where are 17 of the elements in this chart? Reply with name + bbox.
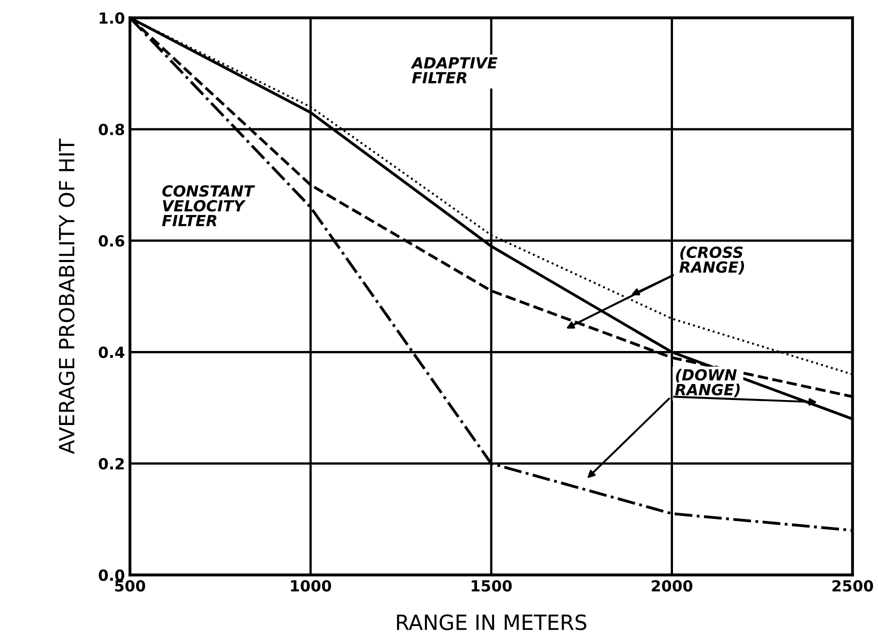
y-tick-label: 0.2 <box>98 458 124 470</box>
x-tick-label: 1500 <box>472 580 512 592</box>
y-axis-title: AVERAGE PROBABILITY OF HIT <box>58 138 75 454</box>
x-tick-label: 1000 <box>291 580 332 592</box>
y-tick-label: 0.0 <box>98 569 124 581</box>
y-tick-label: 0.8 <box>98 124 124 136</box>
y-tick-label: 1.0 <box>100 12 124 24</box>
annotation: (DOWN RANGE) <box>675 368 740 398</box>
annotation: ADAPTIVE FILTER <box>410 57 498 84</box>
x-tick-label: 500 <box>115 580 146 592</box>
annotation: (CROSS RANGE) <box>679 246 744 275</box>
x-tick-label: 2500 <box>832 580 874 592</box>
y-tick-label: 0.6 <box>98 235 124 247</box>
x-tick-label: 2000 <box>652 580 692 592</box>
x-axis-title: RANGE IN METERS <box>397 614 586 630</box>
y-tick-label: 0.4 <box>98 346 124 358</box>
annotation: CONSTANT VELOCITY FILTER <box>162 185 256 226</box>
